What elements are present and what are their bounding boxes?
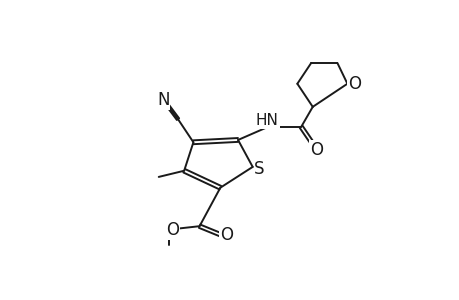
Text: O: O: [309, 141, 322, 159]
Text: O: O: [166, 221, 179, 239]
Text: HN: HN: [255, 113, 278, 128]
Text: S: S: [254, 160, 264, 178]
Text: O: O: [219, 226, 233, 244]
Text: N: N: [157, 91, 169, 109]
Text: O: O: [347, 75, 360, 93]
